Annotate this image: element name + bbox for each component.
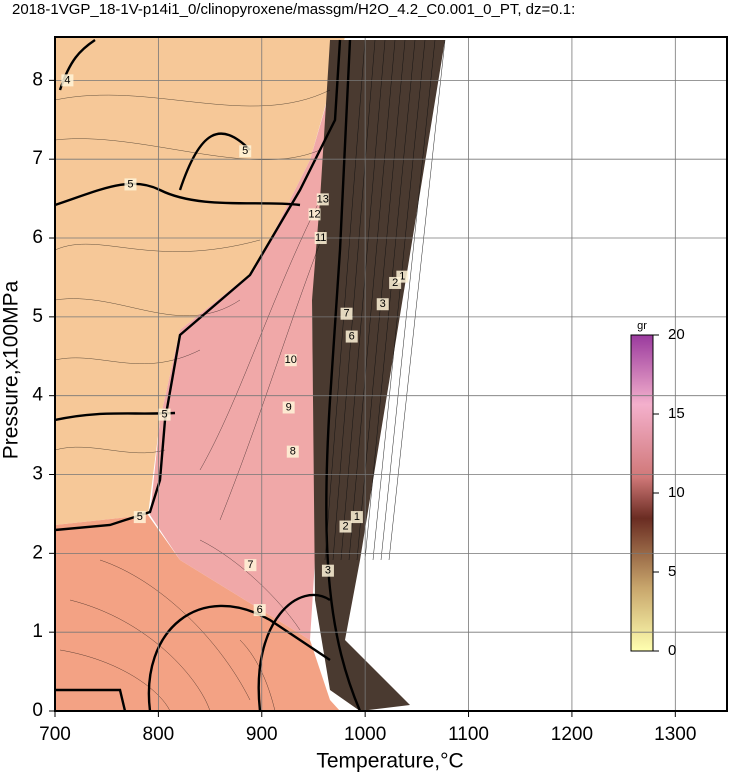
contour-label: 3 — [325, 565, 331, 577]
contour-label: 13 — [317, 193, 329, 205]
contour-label: 2 — [392, 277, 398, 289]
contour-label: 5 — [127, 178, 133, 190]
colorbar-tick-label: 5 — [668, 563, 676, 580]
y-tick-label: 2 — [32, 542, 43, 563]
x-axis-label: Temperature,°C — [316, 750, 463, 773]
x-tick-label: 900 — [246, 724, 278, 745]
chart-title: 2018-1VGP_18-1V-p14i1_0/clinopyroxene/ma… — [12, 1, 575, 18]
contour-label-box — [321, 564, 334, 577]
contour-label-box — [339, 520, 352, 533]
contour-label: 1 — [354, 511, 360, 523]
contour-label-box — [61, 74, 74, 87]
contour-label: 7 — [343, 308, 349, 320]
contour-label-box — [340, 307, 353, 320]
colorbar-label: gr — [637, 320, 647, 332]
x-tick-label: 1000 — [344, 724, 386, 745]
contour-label-box — [316, 193, 329, 206]
colorbar-tick-label: 15 — [668, 405, 685, 422]
y-tick-label: 3 — [32, 464, 43, 485]
contour-label: 2 — [342, 520, 348, 532]
contour-label-box — [389, 276, 402, 289]
contour-label: 3 — [380, 298, 386, 310]
contour-label: 5 — [242, 145, 248, 157]
y-tick-label: 1 — [32, 621, 43, 642]
y-tick-label: 8 — [32, 69, 43, 90]
x-tick-label: 1300 — [654, 724, 696, 745]
y-axis-label: Pressure,x100MPa — [0, 280, 23, 459]
plot-frame — [54, 36, 728, 712]
contour-label-box — [282, 401, 295, 414]
contour-label: 4 — [64, 74, 70, 86]
contour-label: 9 — [286, 401, 292, 413]
x-tick-label: 1200 — [551, 724, 593, 745]
contour-label-box — [284, 354, 297, 367]
y-tick-label: 5 — [32, 306, 43, 327]
contour-label: 5 — [162, 409, 168, 421]
colorbar-tick-label: 10 — [668, 484, 685, 501]
contour-label-box — [345, 330, 358, 343]
contour-label: 8 — [290, 446, 296, 458]
contour-label-box — [308, 208, 321, 221]
field — [55, 37, 727, 711]
contour-label-box — [133, 511, 146, 524]
contour-label-box — [314, 232, 327, 245]
y-tick-label: 6 — [32, 227, 43, 248]
contour-label-box — [350, 511, 363, 524]
region — [55, 515, 340, 711]
contour-label: 5 — [137, 511, 143, 523]
y-tick-label: 7 — [32, 148, 43, 169]
contour-label-box — [158, 408, 171, 421]
contour-label: 7 — [247, 559, 253, 571]
colorbar-tick-label: 0 — [668, 642, 676, 659]
region — [150, 40, 345, 640]
contour-label-box — [124, 178, 137, 191]
contour-label: 6 — [349, 330, 355, 342]
colorbar — [630, 334, 654, 652]
contour-label-box — [376, 298, 389, 311]
contour-label-box — [239, 145, 252, 158]
contour-label: 10 — [285, 354, 297, 366]
contour-label: 6 — [257, 604, 263, 616]
x-tick-label: 1100 — [448, 724, 489, 745]
contour-label-box — [286, 445, 299, 458]
region — [312, 40, 445, 711]
x-tick-label: 700 — [39, 724, 71, 745]
contour-label-box — [244, 559, 257, 572]
y-tick-label: 0 — [32, 700, 43, 721]
contour-label: 11 — [315, 232, 326, 244]
y-tick-label: 4 — [32, 385, 43, 406]
contour-label-box — [253, 604, 266, 617]
x-tick-label: 800 — [143, 724, 175, 745]
contour-label: 1 — [399, 271, 405, 283]
contour-label: 12 — [308, 208, 320, 220]
colorbar-tick-label: 20 — [668, 326, 685, 343]
